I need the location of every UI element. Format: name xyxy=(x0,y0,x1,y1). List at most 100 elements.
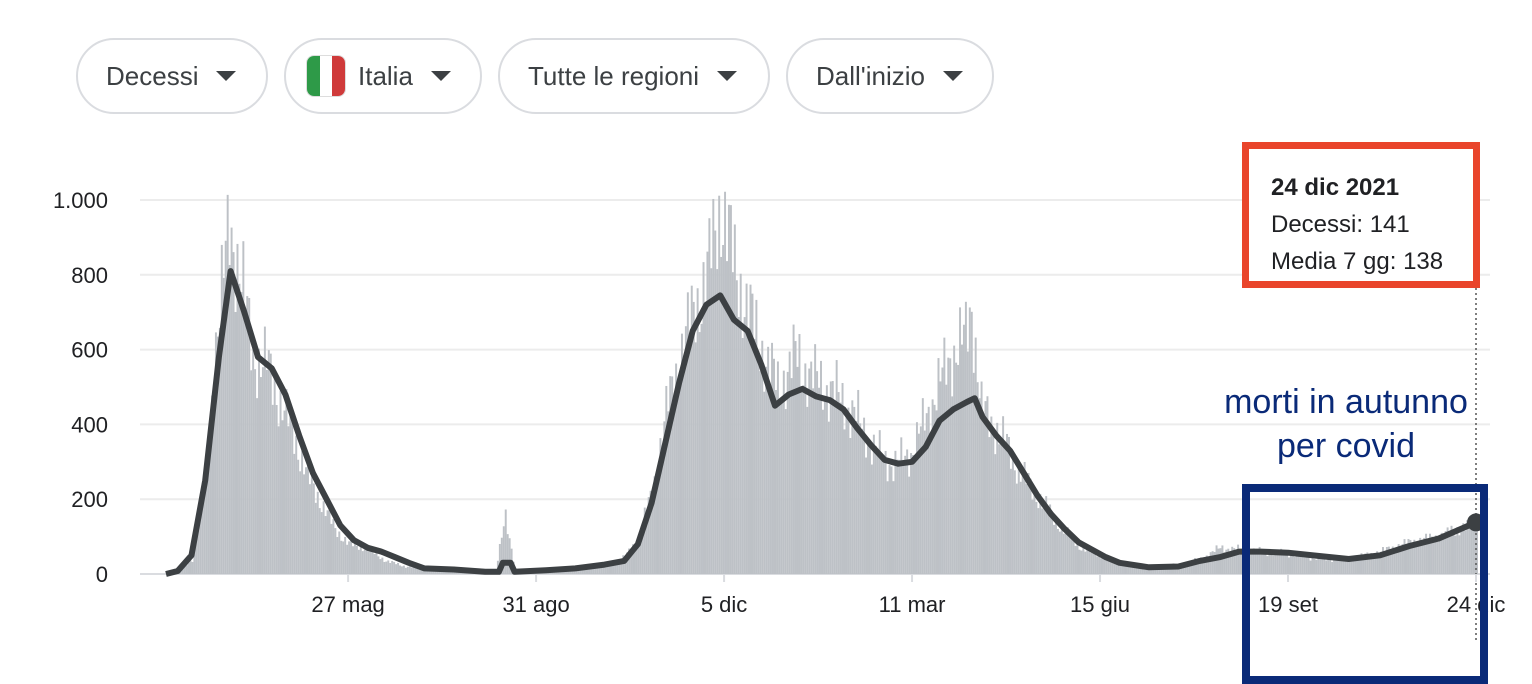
daily-bar xyxy=(1417,545,1420,574)
daily-bar xyxy=(1101,557,1104,574)
daily-bar xyxy=(982,415,985,574)
daily-bar xyxy=(277,426,280,574)
daily-bar xyxy=(332,519,335,574)
daily-bar xyxy=(259,377,262,574)
daily-bar xyxy=(1450,525,1453,574)
daily-bar xyxy=(1131,563,1134,574)
daily-bar xyxy=(839,402,842,574)
daily-bar xyxy=(1444,531,1447,574)
daily-bar xyxy=(896,459,899,574)
daily-bar xyxy=(1111,560,1114,574)
daily-bar xyxy=(1137,565,1140,574)
daily-bar xyxy=(197,530,200,574)
daily-bar xyxy=(1072,538,1075,574)
daily-bar xyxy=(207,462,210,574)
daily-bar xyxy=(506,534,509,574)
daily-bar xyxy=(1348,558,1351,574)
daily-bar xyxy=(1125,562,1128,574)
daily-bar xyxy=(726,261,728,574)
daily-bar xyxy=(1354,556,1357,574)
daily-bar xyxy=(876,453,879,574)
daily-bar xyxy=(1221,545,1224,574)
daily-bar xyxy=(933,404,936,574)
y-tick-label: 600 xyxy=(71,338,108,363)
daily-bar xyxy=(297,459,300,574)
daily-bar xyxy=(400,566,403,574)
daily-bar xyxy=(892,481,895,574)
daily-bar xyxy=(859,423,862,574)
daily-bar xyxy=(917,433,920,574)
daily-bar xyxy=(209,420,212,574)
daily-bar xyxy=(653,476,656,574)
daily-bar xyxy=(232,252,235,574)
daily-bar xyxy=(334,528,337,574)
daily-bar xyxy=(910,453,913,574)
daily-bar xyxy=(590,567,593,574)
daily-bar xyxy=(1305,556,1308,574)
daily-bar xyxy=(508,538,511,574)
metric-dropdown[interactable]: Decessi xyxy=(76,38,268,114)
daily-bar xyxy=(342,541,345,574)
daily-bar xyxy=(1180,565,1183,574)
daily-bar xyxy=(1160,566,1163,574)
daily-bar xyxy=(980,381,983,574)
daily-bar xyxy=(1109,557,1112,574)
daily-bar xyxy=(1291,555,1294,574)
daily-bar xyxy=(939,381,942,574)
country-dropdown[interactable]: Italia xyxy=(284,38,482,114)
daily-bar xyxy=(720,256,723,574)
daily-bar xyxy=(1184,562,1187,574)
daily-bar xyxy=(1064,528,1067,574)
daily-bar xyxy=(1372,554,1375,574)
daily-bar xyxy=(923,430,926,574)
daily-bar xyxy=(328,509,331,574)
period-dropdown[interactable]: Dall'inizio xyxy=(786,38,994,114)
daily-bar xyxy=(1286,552,1289,574)
daily-bar xyxy=(1446,527,1449,574)
daily-bar xyxy=(988,437,991,574)
daily-bar xyxy=(986,396,989,574)
daily-bar xyxy=(665,385,668,574)
daily-bar xyxy=(1045,496,1048,574)
daily-bar xyxy=(1011,452,1014,574)
daily-bar xyxy=(199,504,202,574)
daily-bar xyxy=(1076,542,1079,574)
daily-bar xyxy=(303,474,306,574)
daily-bar xyxy=(633,544,636,574)
daily-bar xyxy=(1000,438,1003,574)
caret-down-icon xyxy=(943,71,964,81)
daily-bar xyxy=(1423,537,1426,574)
daily-bar xyxy=(984,401,987,574)
daily-bar xyxy=(773,358,775,574)
autumn-annotation: morti in autunno per covid xyxy=(1196,380,1496,468)
daily-bar xyxy=(698,332,701,574)
y-tick-label: 400 xyxy=(71,412,108,437)
daily-bar xyxy=(849,437,852,574)
daily-bar xyxy=(585,566,588,574)
daily-bar xyxy=(420,568,423,574)
deaths-chart: 0 200 400 600 800 1.000 27 mag 31 ago 5 dic 11 m… xyxy=(53,188,1505,640)
daily-bar xyxy=(1329,559,1332,574)
daily-bar xyxy=(305,467,307,574)
daily-bar xyxy=(258,348,260,574)
daily-bar xyxy=(630,551,633,574)
daily-bar xyxy=(410,567,413,574)
daily-bar xyxy=(722,244,725,574)
daily-bar xyxy=(367,551,370,574)
daily-bar xyxy=(318,508,321,574)
daily-bar xyxy=(733,224,736,574)
y-axis-labels: 0 200 400 600 800 1.000 xyxy=(53,188,108,587)
daily-bar xyxy=(1362,556,1365,574)
daily-bar xyxy=(724,191,727,574)
daily-bar xyxy=(919,426,922,574)
daily-bar xyxy=(1115,561,1118,574)
daily-bar xyxy=(1407,538,1410,574)
daily-bar xyxy=(690,285,693,574)
daily-bar xyxy=(504,509,507,574)
daily-bar xyxy=(340,540,343,574)
daily-bar xyxy=(1239,549,1242,574)
daily-bar xyxy=(383,561,386,574)
region-dropdown[interactable]: Tutte le regioni xyxy=(498,38,770,114)
daily-bar xyxy=(1056,528,1059,574)
daily-bar xyxy=(205,464,208,574)
